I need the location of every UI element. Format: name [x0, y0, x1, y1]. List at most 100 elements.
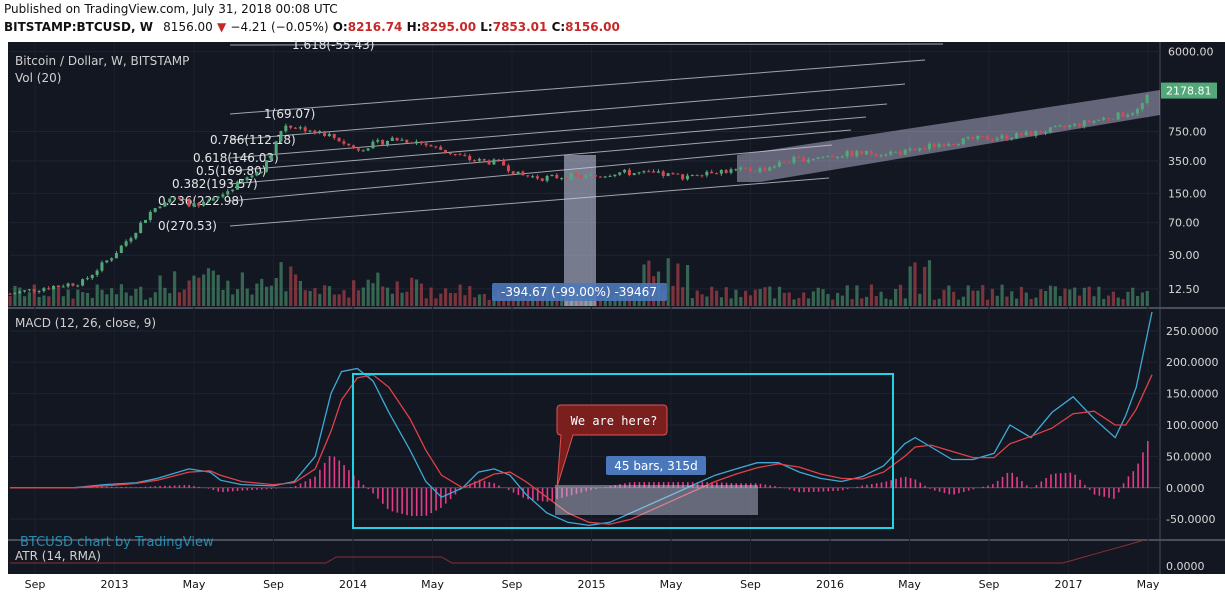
candle-body — [235, 181, 239, 190]
volume-bar — [1024, 292, 1028, 306]
volume-bar — [52, 287, 56, 306]
candle-body — [264, 160, 268, 172]
candle-body — [356, 148, 360, 151]
candle-body — [85, 278, 89, 280]
candle-body — [923, 148, 927, 150]
candle-body — [884, 154, 888, 156]
volume-bar — [705, 296, 709, 306]
volume-bar — [240, 272, 244, 306]
candle-body — [1000, 135, 1004, 139]
candle-body — [105, 260, 109, 263]
volume-bar — [81, 292, 85, 306]
candle-body — [903, 149, 907, 155]
candle-body — [352, 145, 356, 149]
candle-body — [37, 291, 41, 293]
symbol-ohlc-line: BITSTAMP:BTCUSD, W 8156.00 ▼ −4.21 (−0.0… — [4, 20, 620, 34]
candle-body — [927, 143, 931, 150]
candle-body — [1068, 125, 1072, 128]
volume-bar — [1121, 299, 1125, 306]
volume-bar — [734, 289, 738, 306]
candle-body — [163, 202, 167, 207]
candle-body — [1073, 123, 1077, 126]
volume-bar — [1135, 296, 1140, 306]
price-tick-label: 70.00 — [1168, 217, 1200, 230]
fib-level-label: 0(270.53) — [158, 219, 217, 233]
candle-body — [32, 289, 36, 292]
volume-bar — [777, 286, 782, 306]
candle-body — [1063, 125, 1067, 128]
candle-body — [1087, 120, 1091, 123]
candle-body — [531, 176, 535, 178]
price-tick-label: 6000.00 — [1168, 46, 1214, 59]
candle-body — [840, 156, 844, 158]
volume-bar — [318, 293, 322, 306]
volume-bar — [294, 274, 298, 306]
volume-bar — [855, 285, 859, 306]
volume-bar — [279, 262, 283, 306]
candle-body — [714, 173, 718, 175]
candle-body — [390, 137, 394, 141]
candle-body — [826, 155, 830, 157]
volume-bar — [168, 293, 172, 306]
candle-body — [371, 141, 375, 149]
volume-bar — [961, 296, 965, 306]
volume-bar — [47, 296, 51, 306]
candle-body — [1024, 131, 1028, 136]
close-value: 8156.00 — [565, 20, 620, 34]
volume-bar — [681, 287, 685, 306]
candle-body — [516, 171, 520, 175]
candle-body — [71, 283, 75, 286]
candle-body — [821, 156, 825, 158]
candle-body — [76, 285, 80, 287]
time-axis — [8, 574, 1225, 597]
volume-bar — [516, 296, 520, 306]
candle-body — [705, 171, 709, 176]
fib-level-line — [229, 144, 833, 202]
candle-body — [400, 139, 404, 141]
volume-bar — [598, 297, 603, 306]
volume-bar — [869, 284, 874, 306]
candle-body — [492, 159, 496, 165]
candle-body — [966, 137, 970, 139]
volume-bar — [874, 296, 878, 306]
measure-rect — [564, 155, 596, 306]
candle-body — [613, 174, 617, 176]
volume-bar — [831, 299, 835, 306]
volume-bar — [937, 298, 941, 306]
candle-body — [192, 202, 196, 207]
volume-bar — [453, 293, 457, 306]
candle-body — [850, 150, 854, 157]
time-tick-label: May — [1137, 578, 1160, 591]
candle-body — [545, 175, 549, 181]
volume-bar — [468, 286, 472, 306]
candle-body — [729, 169, 733, 173]
candle-body — [589, 175, 593, 177]
candle-body — [173, 197, 177, 199]
volume-bar — [952, 291, 956, 306]
volume-bar — [105, 294, 109, 306]
volume-bar — [1131, 287, 1135, 306]
volume-bar — [1048, 285, 1053, 306]
candle-body — [52, 285, 56, 290]
volume-bar — [1126, 291, 1130, 306]
volume-bar — [342, 290, 346, 306]
candle-body — [792, 156, 796, 163]
volume-bar — [327, 286, 332, 306]
candle-body — [506, 165, 510, 172]
volume-bar — [821, 289, 825, 306]
candle-body — [797, 156, 801, 158]
volume-bar — [90, 297, 94, 306]
time-tick-label: Sep — [25, 578, 46, 591]
volume-bar — [1053, 286, 1057, 306]
volume-bar — [177, 292, 182, 306]
candle-body — [95, 270, 99, 275]
candle-body — [913, 148, 917, 151]
volume-bar — [463, 295, 467, 306]
volume-bar — [250, 294, 254, 306]
volume-bar — [42, 295, 46, 306]
volume-bar — [865, 296, 869, 306]
atr-pane-title: ATR (14, RMA) — [15, 549, 101, 563]
candle-body — [690, 175, 694, 177]
volume-bar — [119, 284, 123, 306]
